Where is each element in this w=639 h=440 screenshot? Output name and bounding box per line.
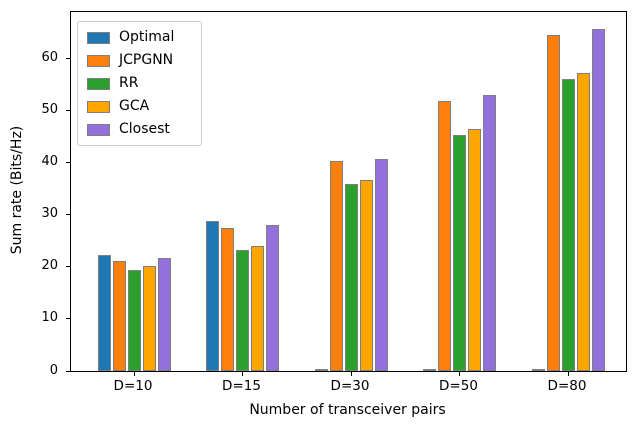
bar-closest-D10 <box>157 258 171 371</box>
y-tick-label-40: 40 <box>41 154 58 170</box>
bar-closest-D15 <box>266 225 279 371</box>
bar-gca-D15 <box>251 246 264 371</box>
bar-closest-D80 <box>591 29 605 371</box>
bar-optimal-D50 <box>423 369 436 371</box>
legend-label-optimal: Optimal <box>119 29 175 45</box>
legend-swatch-jcpgnn <box>87 54 110 67</box>
x-tick-label-D15: D=15 <box>222 378 261 394</box>
y-tick-label-0: 0 <box>49 362 58 378</box>
y-tick-60 <box>66 58 70 60</box>
bar-gca-D10 <box>142 266 156 371</box>
bar-jcpgnn-D15 <box>221 228 234 371</box>
legend-label-rr: RR <box>119 75 139 91</box>
x-tick-D30 <box>350 372 352 376</box>
bar-closest-D50 <box>483 95 496 371</box>
y-tick-label-10: 10 <box>41 310 58 326</box>
y-tick-20 <box>66 266 70 268</box>
x-tick-label-D50: D=50 <box>439 378 478 394</box>
bar-rr-D80 <box>561 79 575 371</box>
legend-swatch-closest <box>87 123 110 136</box>
bar-optimal-D15 <box>206 221 219 371</box>
legend-label-closest: Closest <box>119 121 170 137</box>
y-axis-label: Sum rate (Bits/Hz) <box>9 125 25 255</box>
legend-item-jcpgnn: JCPGNN <box>87 52 191 69</box>
x-tick-D15 <box>242 372 243 376</box>
legend-item-optimal: Optimal <box>87 29 191 46</box>
y-tick-label-60: 60 <box>41 50 58 66</box>
legend-item-rr: RR <box>87 75 191 92</box>
plot-area: Optimal JCPGNN RR GCA Closest <box>66 11 627 376</box>
x-tick-D50 <box>459 372 460 376</box>
bar-optimal-D80 <box>531 369 545 371</box>
x-axis-label: Number of transceiver pairs <box>249 402 446 418</box>
x-tick-D80 <box>567 372 569 376</box>
bar-rr-D10 <box>127 270 141 371</box>
y-tick-40 <box>66 162 70 164</box>
bar-rr-D30 <box>344 184 358 371</box>
x-tick-label-D10: D=10 <box>113 378 153 394</box>
legend-swatch-gca <box>87 100 110 113</box>
x-tick-label-D30: D=30 <box>330 378 370 394</box>
y-tick-10 <box>66 318 70 320</box>
y-tick-label-50: 50 <box>41 102 58 118</box>
legend-label-gca: GCA <box>119 98 150 114</box>
bar-jcpgnn-D10 <box>112 261 126 371</box>
y-tick-30 <box>66 214 70 216</box>
bar-gca-D30 <box>359 180 373 371</box>
x-tick-label-D80: D=80 <box>547 378 587 394</box>
legend: Optimal JCPGNN RR GCA Closest <box>77 21 202 146</box>
y-tick-label-20: 20 <box>41 258 58 274</box>
bar-rr-D15 <box>236 250 249 371</box>
bar-gca-D50 <box>468 129 481 371</box>
legend-swatch-optimal <box>87 31 110 44</box>
bar-gca-D80 <box>576 73 590 371</box>
y-tick-0 <box>66 370 70 372</box>
legend-item-gca: GCA <box>87 98 191 115</box>
bar-closest-D30 <box>374 159 388 371</box>
bar-jcpgnn-D50 <box>438 101 451 371</box>
legend-swatch-rr <box>87 77 110 90</box>
bar-optimal-D30 <box>314 369 328 371</box>
bar-jcpgnn-D30 <box>329 161 343 371</box>
bar-optimal-D10 <box>97 255 111 371</box>
legend-item-closest: Closest <box>87 121 191 138</box>
bar-jcpgnn-D80 <box>546 35 560 371</box>
y-tick-50 <box>66 110 70 112</box>
legend-label-jcpgnn: JCPGNN <box>119 52 174 68</box>
x-tick-D10 <box>133 372 135 376</box>
y-tick-label-30: 30 <box>41 206 58 222</box>
bar-rr-D50 <box>453 135 466 371</box>
